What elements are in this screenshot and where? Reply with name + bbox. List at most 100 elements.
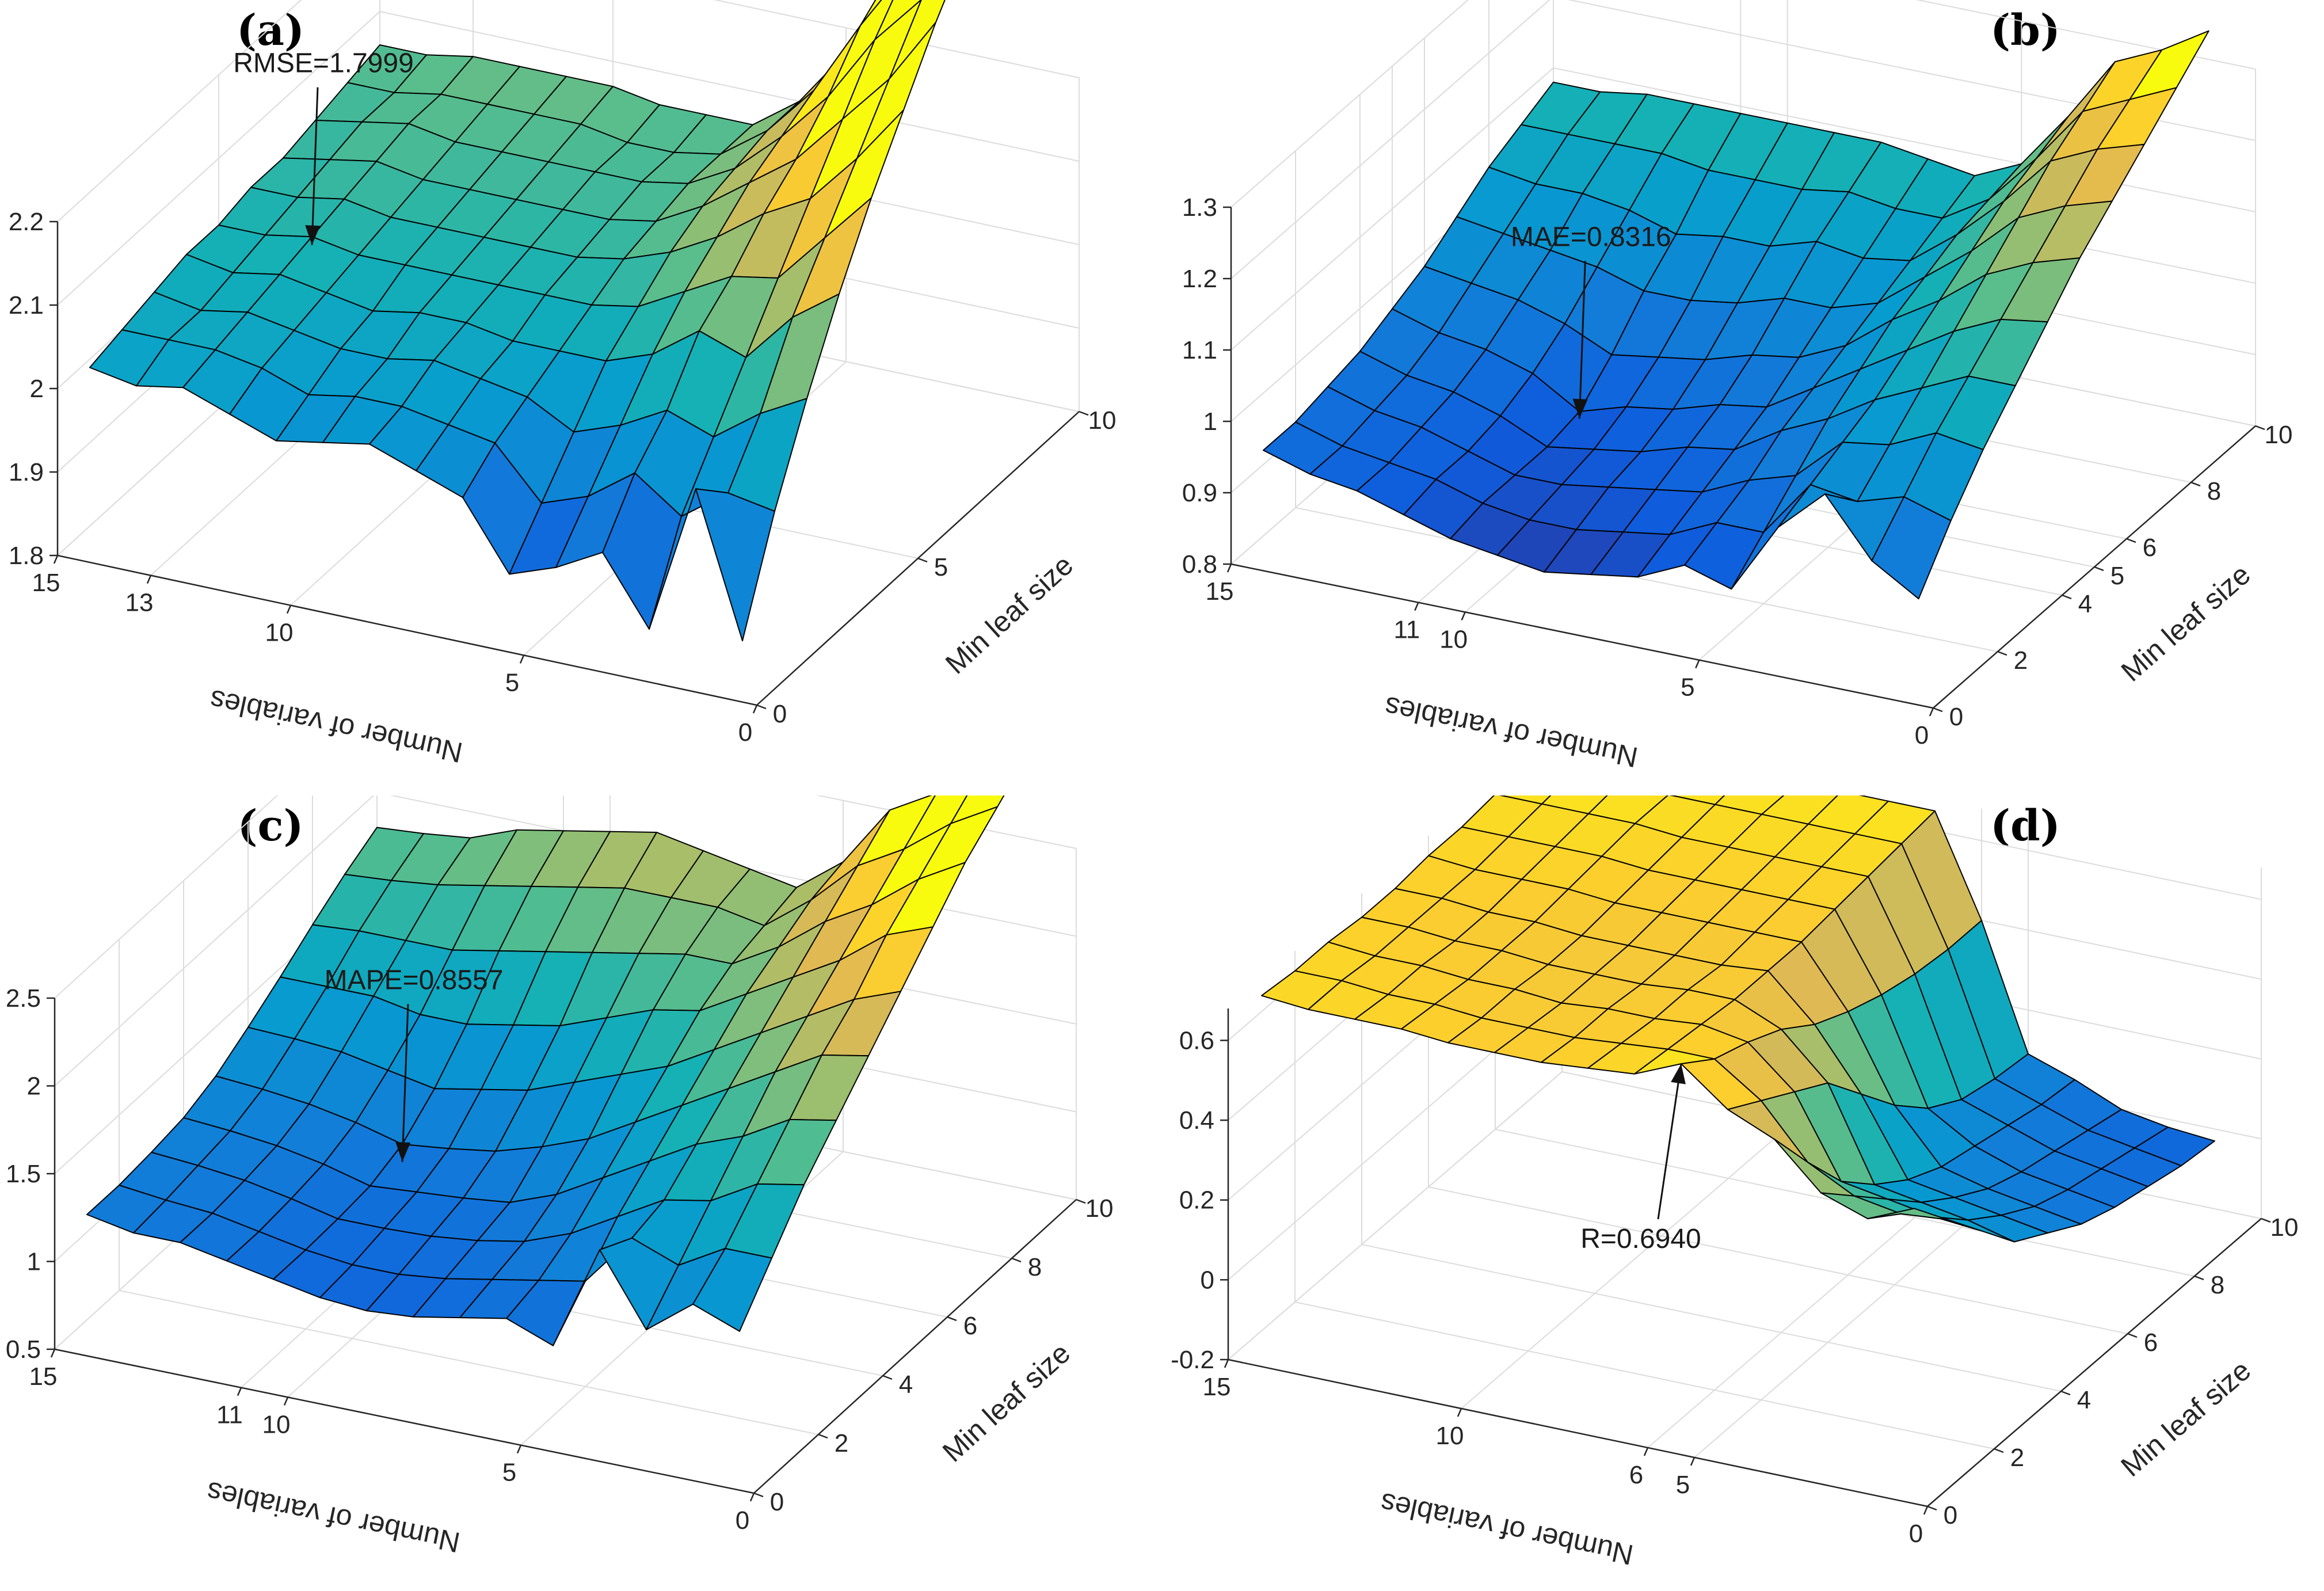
y-tick-mark: [2060, 1390, 2071, 1396]
chart-title: (b): [1990, 6, 2060, 55]
gridline-x-floor: [1228, 1071, 1563, 1360]
y-tick-mark: [2190, 481, 2201, 487]
panel-d: (d) 15 10 6 5 0 0 2 4 6 8 10 -0.2 0 0.2 0.4 0.6 Number of…: [1162, 796, 2324, 1591]
z-tick-label: 0.8: [1182, 550, 1217, 578]
gridline-y-floor: [1295, 507, 1998, 652]
x-tick-label: 13: [125, 589, 154, 617]
x-tick-mark: [1695, 660, 1700, 669]
gridline-z-back: [1553, 67, 2256, 212]
x-tick-label: 15: [29, 1362, 58, 1391]
x-tick-mark: [1457, 1408, 1462, 1417]
y-tick-mark: [1994, 1448, 2004, 1453]
x-axis-label: Number of variables: [1382, 690, 1641, 774]
x-axis-line: [1228, 1358, 1928, 1508]
y-tick-label: 4: [2077, 1386, 2091, 1414]
y-tick-label: 6: [2143, 534, 2157, 562]
x-tick-label: 0: [736, 1506, 749, 1535]
y-tick-mark: [2126, 538, 2136, 543]
surface-cell: [695, 488, 775, 642]
y-axis-label: Min leaf size: [2115, 558, 2257, 688]
y-tick-mark: [2062, 594, 2072, 600]
z-tick-label: 1.3: [1182, 193, 1217, 222]
z-tick-label: 1.2: [1182, 265, 1217, 293]
annotation-arrow-line: [311, 87, 319, 245]
annotation-arrow-head: [395, 1142, 411, 1162]
x-tick-mark: [286, 605, 292, 614]
y-tick-label: 4: [899, 1371, 913, 1399]
y-tick-mark: [2255, 425, 2265, 431]
gridline-y-floor: [1361, 1244, 2062, 1392]
z-tick-label: 2: [27, 1072, 41, 1101]
y-tick-mark: [1927, 1505, 1937, 1511]
x-tick-label: 5: [1681, 673, 1694, 702]
gridline-y-floor: [119, 1290, 819, 1435]
x-axis-label: Number of variables: [207, 683, 465, 769]
annotation-arrow-head: [1671, 1064, 1686, 1084]
y-tick-mark: [1076, 1198, 1086, 1204]
y-tick-label: 6: [963, 1312, 977, 1340]
axes-group: [1227, 1008, 2262, 1508]
gridline-z-back: [379, 11, 1080, 162]
z-tick-label: 1: [1203, 408, 1217, 436]
z-tick-label: 0: [1201, 1266, 1214, 1294]
x-tick-mark: [516, 1445, 522, 1454]
gridline-x-floor: [1461, 1120, 1796, 1409]
x-tick-label: 11: [1393, 616, 1420, 644]
y-tick-label: 0: [1949, 703, 1963, 731]
surface-group: [1263, 30, 2209, 600]
z-tick-label: 1.1: [1182, 336, 1217, 364]
x-axis-line: [57, 554, 757, 706]
annotation-arrow-line: [1578, 261, 1586, 419]
gridline-z-left: [54, 796, 375, 1087]
z-tick-label: 2.2: [9, 208, 44, 236]
z-tick-label: 1.5: [6, 1160, 41, 1188]
y-tick-mark: [1933, 707, 1943, 713]
surface-group: [1261, 796, 2215, 1243]
annotation-arrow-head: [1572, 398, 1588, 419]
z-tick-label: 0.5: [6, 1335, 41, 1364]
surface-group: [89, 0, 946, 642]
surface-chart-a: (a) 15 13 10 5 00 5 10 1.8 1.9 2 2.1 2.2 Number of va…: [9, 0, 1116, 769]
x-tick-label: 10: [1439, 625, 1468, 653]
y-axis-label: Min leaf size: [2115, 1354, 2257, 1483]
x-tick-label: 11: [216, 1401, 243, 1429]
z-tick-label: 2.5: [6, 984, 41, 1013]
x-axis-label: Number of variables: [1377, 1487, 1636, 1571]
annotation-arrow-head: [305, 225, 321, 245]
x-tick-label: 15: [1203, 1373, 1231, 1401]
annotation: RMSE=1.7999: [233, 48, 414, 245]
y-axis-label: Min leaf size: [936, 1337, 1076, 1468]
gridline-y-floor: [1294, 1301, 1995, 1449]
y-tick-mark: [1997, 650, 2007, 656]
y-tick-mark: [818, 1433, 828, 1439]
x-tick-mark: [1929, 707, 1934, 717]
x-tick-label: 0: [1909, 1520, 1923, 1548]
x-axis-line: [54, 1348, 755, 1494]
y-tick-label: 2: [2010, 1444, 2024, 1472]
y-tick-label: 10: [2270, 1213, 2299, 1242]
surface-cell: [1871, 496, 1952, 600]
z-axis-label: MAE: [1162, 355, 1168, 417]
y-tick-label: 8: [2207, 477, 2221, 505]
y-tick-mark: [2194, 1275, 2204, 1281]
surface-cell: [692, 1247, 772, 1332]
gridline-z-left: [54, 796, 278, 999]
annotation-arrow-line: [401, 1004, 409, 1162]
y-tick-label: 5: [934, 553, 948, 581]
annotation: MAE=0.8316: [1511, 222, 1671, 419]
surface-group: [86, 796, 1005, 1346]
y-tick-label: 2: [2014, 646, 2028, 675]
x-tick-mark: [53, 555, 59, 564]
x-tick-label: 0: [738, 718, 752, 747]
y-tick-label: 2: [835, 1429, 848, 1457]
x-tick-mark: [1414, 602, 1419, 611]
chart-title: (c): [237, 801, 303, 851]
annotation: R=0.6940: [1580, 1063, 1701, 1254]
x-tick-mark: [519, 654, 525, 664]
y-tick-mark: [947, 1316, 957, 1322]
x-axis-label: Number of variables: [204, 1475, 463, 1559]
panel-c: (c) 15 11 10 5 0 0 2 4 6 8 10 0.5 1 1.5 2 2.5 Number of v…: [0, 796, 1162, 1591]
x-tick-label: 5: [505, 668, 519, 696]
